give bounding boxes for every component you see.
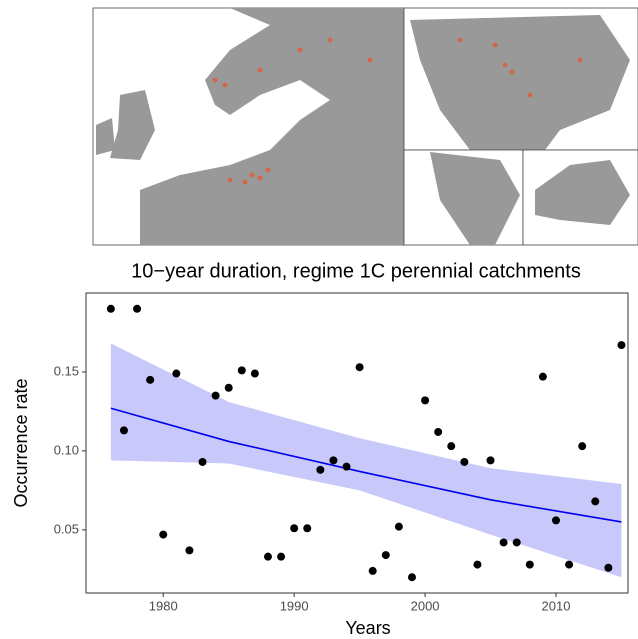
point [250, 369, 259, 378]
point [237, 366, 246, 375]
point [447, 442, 456, 451]
x-tick-label: 1990 [280, 598, 309, 613]
point [224, 383, 233, 392]
point [604, 563, 613, 572]
point [486, 456, 495, 465]
point [434, 427, 443, 436]
point [591, 497, 600, 506]
point [551, 516, 560, 525]
point [342, 462, 351, 471]
x-tick-label: 1980 [149, 598, 178, 613]
y-tick-label: 0.10 [54, 442, 79, 457]
point [159, 530, 168, 539]
point [185, 546, 194, 555]
point [512, 538, 521, 547]
station-dots [212, 37, 583, 185]
point [329, 456, 338, 465]
point [565, 560, 574, 569]
point [460, 457, 469, 466]
trend-line [110, 407, 622, 523]
point [263, 552, 272, 561]
point [146, 375, 155, 384]
maps [92, 7, 638, 246]
britain [110, 90, 155, 160]
y-tick-label: 0.05 [54, 521, 79, 536]
point [355, 363, 364, 372]
plot-border [85, 292, 629, 594]
point [277, 552, 286, 561]
x-tick-label: 2000 [411, 598, 440, 613]
point [499, 538, 508, 547]
point [381, 551, 390, 560]
point [407, 573, 416, 582]
ireland [96, 118, 115, 155]
point [119, 426, 128, 435]
x-tick-label: 2010 [542, 598, 571, 613]
point [198, 457, 207, 466]
point [133, 304, 142, 313]
point [303, 524, 312, 533]
point [525, 560, 534, 569]
europe [140, 8, 404, 245]
chart-title: 10−year duration, regime 1C perennial ca… [131, 260, 581, 282]
point [538, 372, 547, 381]
north-america [410, 15, 630, 150]
point [368, 566, 377, 575]
point [394, 522, 403, 531]
point [290, 524, 299, 533]
point [106, 304, 115, 313]
south-america [430, 152, 520, 245]
x-axis-title: Years [345, 618, 390, 638]
point [473, 560, 482, 569]
point [172, 369, 181, 378]
y-tick-label: 0.15 [54, 363, 79, 378]
confidence-band [110, 343, 622, 578]
point [211, 391, 220, 400]
point [421, 396, 430, 405]
australia [535, 160, 630, 225]
point [578, 442, 587, 451]
y-axis-title: Occurrence rate [11, 378, 31, 507]
point [617, 341, 626, 350]
point [316, 465, 325, 474]
plot: 0.05 0.10 0.15 1980 1990 2000 2010 [54, 304, 626, 613]
